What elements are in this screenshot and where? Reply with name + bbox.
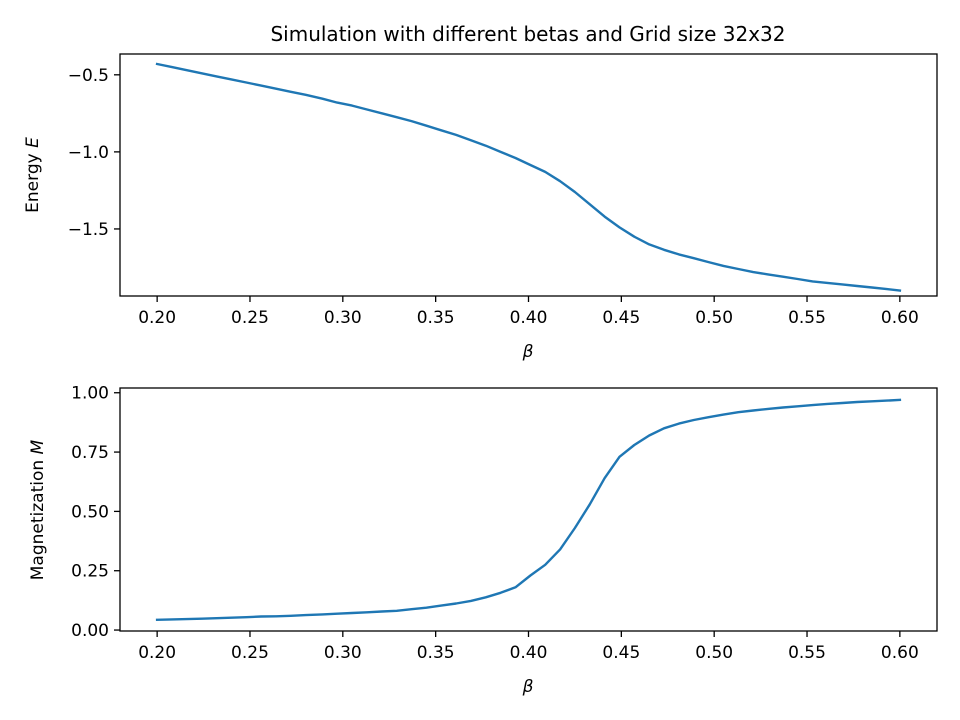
magnetization-panel: 0.20 0.25 0.30 0.35 0.40 0.45 0.50 0.55 0.60 0.0… [28,384,938,697]
energy-y-tick-label: −1.0 [68,143,109,163]
energy-y-tick-label: −1.5 [68,220,109,240]
energy-x-tick-label: 0.35 [417,308,455,328]
magnetization-y-tick-label: 0.75 [71,443,109,463]
magnetization-x-ticks: 0.20 0.25 0.30 0.35 0.40 0.45 0.50 0.55 0.60 [138,631,919,663]
energy-x-tick-label: 0.40 [510,308,548,328]
magnetization-y-tick-label: 0.25 [71,562,109,582]
magnetization-series-group [155,398,902,622]
energy-x-ticks: 0.20 0.25 0.30 0.35 0.40 0.45 0.50 0.55 0.60 [138,296,919,328]
energy-y-tick-label: −0.5 [68,66,109,86]
energy-y-ticks: −0.5 −1.0 −1.5 [68,66,120,240]
magnetization-y-axis-label-text: Magnetization [28,454,48,580]
energy-x-tick-label: 0.60 [881,308,919,328]
magnetization-x-tick-label: 0.45 [602,643,640,663]
magnetization-x-tick-label: 0.50 [695,643,733,663]
magnetization-x-tick-label: 0.55 [788,643,826,663]
energy-x-tick-label: 0.50 [695,308,733,328]
magnetization-y-tick-label: 1.00 [71,384,109,404]
magnetization-x-axis-label: β [522,677,534,697]
energy-series-line [155,62,902,292]
energy-x-axis-label: β [522,342,534,362]
magnetization-x-tick-label: 0.30 [324,643,362,663]
magnetization-x-tick-label: 0.60 [881,643,919,663]
energy-y-axis-label-var: E [23,137,43,148]
energy-x-tick-label: 0.55 [788,308,826,328]
magnetization-x-tick-label: 0.35 [417,643,455,663]
magnetization-y-axis-label: Magnetization M [28,439,48,580]
magnetization-x-tick-label: 0.40 [510,643,548,663]
energy-x-tick-label: 0.45 [602,308,640,328]
magnetization-y-tick-label: 0.00 [71,621,109,641]
energy-y-axis-label: Energy E [23,137,43,213]
energy-x-tick-label: 0.25 [231,308,269,328]
energy-x-tick-label: 0.30 [324,308,362,328]
energy-x-tick-label: 0.20 [138,308,176,328]
energy-panel: Simulation with different betas and Grid… [23,22,938,362]
magnetization-y-ticks: 0.00 0.25 0.50 0.75 1.00 [71,384,120,641]
chart-title: Simulation with different betas and Grid… [270,22,785,46]
magnetization-x-tick-label: 0.25 [231,643,269,663]
magnetization-y-tick-label: 0.50 [71,502,109,522]
energy-y-axis-label-text: Energy [23,148,43,213]
magnetization-series-line [155,398,902,622]
magnetization-x-tick-label: 0.20 [138,643,176,663]
magnetization-y-axis-label-var: M [28,439,48,454]
energy-series-group [155,62,902,292]
